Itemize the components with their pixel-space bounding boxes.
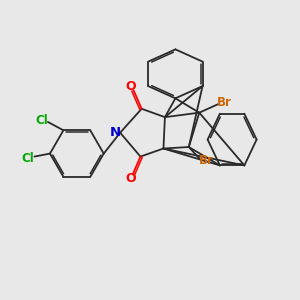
Text: N: N [110, 126, 121, 139]
Text: Br: Br [217, 96, 232, 109]
Text: Cl: Cl [35, 114, 48, 127]
Text: O: O [126, 80, 136, 93]
Text: Br: Br [198, 154, 213, 167]
Text: O: O [125, 172, 136, 185]
Text: Cl: Cl [22, 152, 34, 165]
